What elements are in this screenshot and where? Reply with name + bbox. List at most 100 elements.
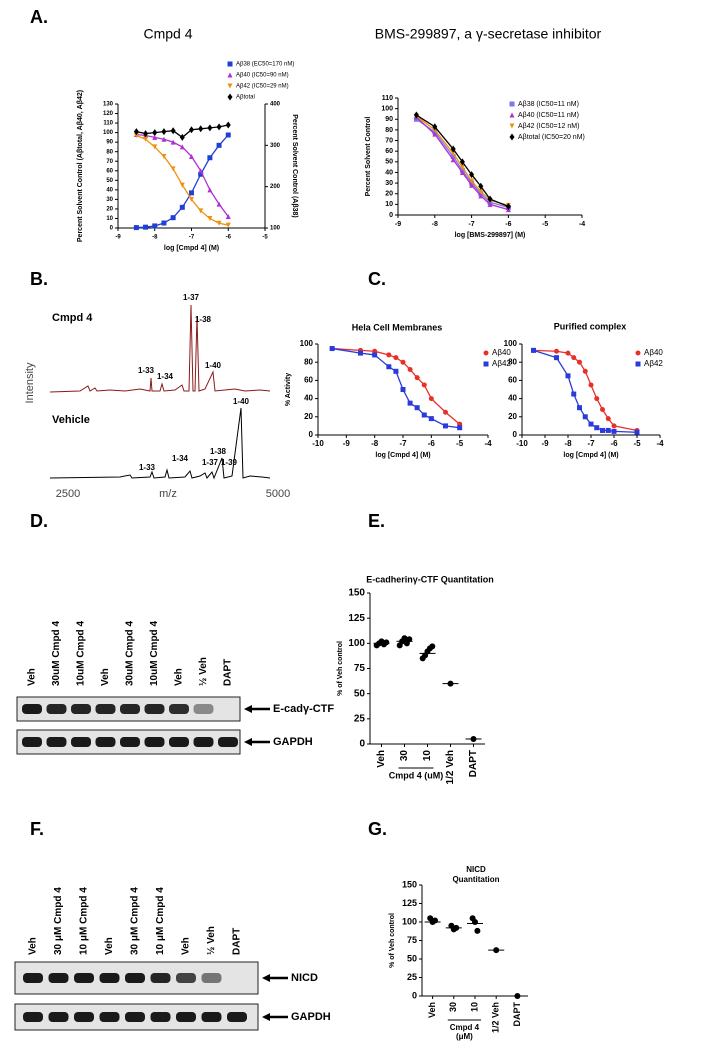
- marker: [189, 153, 194, 159]
- blot-band: [99, 1012, 120, 1022]
- marker: [487, 195, 493, 203]
- marker: [179, 204, 185, 210]
- marker: [478, 189, 484, 195]
- chart-title: E-cadherinγ-CTF Quantitation: [366, 574, 494, 584]
- peak-label: 1-34: [172, 454, 189, 463]
- marker: [329, 346, 335, 352]
- x-tick-label: -5: [262, 235, 268, 241]
- y-tick-label: 40: [106, 187, 113, 193]
- y-axis-label: Percent Solvent Control: [365, 117, 372, 197]
- marker: [386, 364, 392, 370]
- y-tick-label: 100: [504, 339, 518, 348]
- lane-label: Veh: [181, 937, 192, 955]
- marker: [443, 423, 448, 429]
- marker: [413, 111, 419, 119]
- blot-band: [144, 737, 165, 747]
- marker: [143, 130, 149, 138]
- legend-marker: [509, 123, 515, 129]
- y-tick-label: 100: [381, 105, 393, 112]
- marker: [414, 375, 420, 381]
- marker: [611, 428, 617, 434]
- blot-band: [193, 737, 214, 747]
- y-tick-label: 75: [407, 935, 417, 945]
- y-tick-label: 60: [304, 376, 313, 385]
- x-tick-label: -9: [395, 221, 401, 228]
- y-tick-label: 20: [385, 191, 393, 198]
- peak-label: 1-34: [157, 372, 174, 381]
- marker: [161, 136, 167, 142]
- x-tick-label: 30: [399, 750, 410, 762]
- y-tick-label: 80: [508, 357, 517, 366]
- band-label: NICD: [291, 972, 318, 984]
- lane-label: 10uM Cmpd 4: [76, 621, 87, 686]
- blot-band: [95, 737, 116, 747]
- y2-tick-label: 200: [270, 184, 281, 190]
- marker: [170, 127, 176, 135]
- peak-label: 1-37: [183, 293, 200, 302]
- marker: [634, 429, 640, 435]
- y-tick-label: 20: [106, 207, 113, 213]
- marker: [207, 187, 213, 193]
- blot-band: [150, 1012, 171, 1022]
- y-tick-label: 60: [106, 168, 113, 174]
- y2-tick-label: 300: [270, 143, 281, 149]
- marker: [457, 425, 463, 431]
- peak-label: 1-40: [233, 397, 250, 406]
- lane-label: Veh: [27, 668, 38, 686]
- marker: [152, 129, 158, 137]
- y2-tick-label: 400: [270, 102, 281, 108]
- y-tick-label: 100: [300, 339, 314, 348]
- y-axis-label: Percent Solvent Control (Aβtotal, Aβ40, …: [77, 90, 84, 242]
- data-point: [432, 917, 438, 924]
- marker: [505, 202, 511, 210]
- marker: [225, 214, 231, 220]
- legend-entry: Aβ42: [644, 359, 663, 368]
- legend-marker: [227, 72, 233, 78]
- x-tick-label: -7: [468, 221, 474, 228]
- peak-label: 1-33: [139, 463, 156, 472]
- x-tick-label: -7: [189, 235, 195, 241]
- arrow-head: [244, 705, 252, 713]
- blot-band: [74, 1012, 94, 1022]
- chart-title: BMS-299897, a γ-secretase inhibitor: [375, 26, 602, 42]
- y-tick-label: 0: [412, 990, 417, 1000]
- blot-band: [120, 737, 140, 747]
- y-axis-label: Intensity: [24, 362, 36, 403]
- lane-label: Veh: [174, 668, 185, 686]
- x-tick-label: -6: [428, 439, 436, 448]
- x-tick-label: -5: [456, 439, 464, 448]
- y-tick-label: 125: [402, 898, 417, 908]
- marker: [582, 414, 588, 420]
- data-point: [474, 927, 481, 934]
- lane-label: 30 μM Cmpd 4: [130, 887, 141, 955]
- lane-label: DAPT: [223, 659, 234, 686]
- x-tick-label: -8: [432, 221, 438, 228]
- peak-label: 1-39: [221, 458, 238, 467]
- marker: [216, 220, 222, 226]
- marker: [588, 421, 594, 427]
- y-tick-label: 10: [385, 201, 393, 208]
- chart-title: Purified complex: [554, 321, 627, 331]
- marker: [565, 373, 571, 379]
- marker: [198, 168, 204, 174]
- x-tick-label: -4: [484, 439, 492, 448]
- panel-label: E.: [368, 511, 385, 531]
- chart-title: Cmpd 4: [143, 26, 192, 42]
- y-tick-label: 50: [385, 159, 393, 166]
- y-tick-label: 100: [348, 638, 365, 649]
- legend-entry: Aβ38 (IC50=11 nM): [518, 101, 579, 108]
- x-tick-label: -5: [542, 221, 548, 228]
- lane-label: 30uM Cmpd 4: [125, 621, 136, 686]
- y-tick-label: 70: [385, 137, 393, 144]
- x-tick-label: -6: [226, 235, 232, 241]
- y-tick-label: 80: [106, 149, 113, 155]
- marker: [450, 157, 456, 163]
- y-tick-label: 100: [103, 130, 114, 136]
- marker: [143, 136, 149, 142]
- panel-label: G.: [368, 819, 387, 839]
- marker: [459, 164, 465, 170]
- x-tick-label: -7: [399, 439, 407, 448]
- legend-entry: Aβ38 (EC50=170 nM): [236, 62, 294, 68]
- group-label: (μM): [456, 1032, 473, 1041]
